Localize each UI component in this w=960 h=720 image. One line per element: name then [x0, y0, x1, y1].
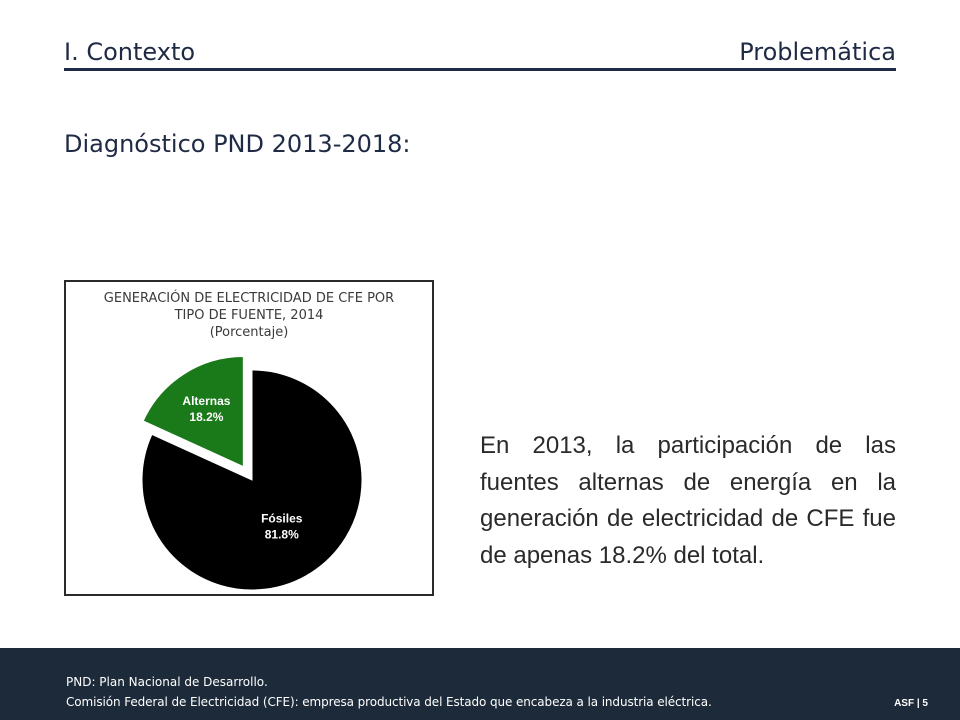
section-title: I. Contexto — [64, 38, 196, 66]
pie-slice-alternas — [142, 356, 244, 468]
body-paragraph: En 2013, la participación de las fuentes… — [480, 432, 896, 569]
pie-label-fósiles: Fósiles — [261, 511, 303, 525]
page-subtitle: Diagnóstico PND 2013-2018: — [64, 130, 411, 158]
footnote-pnd: PND: Plan Nacional de Desarrollo. — [66, 675, 268, 689]
footer-bar: PND: Plan Nacional de Desarrollo. Comisi… — [0, 648, 960, 720]
chart-title-line-2: TIPO DE FUENTE, 2014 — [174, 308, 324, 323]
pie-label-alternas: Alternas — [182, 394, 230, 408]
chart-title-line-3: (Porcentaje) — [209, 325, 289, 340]
pie-slice-fósiles — [141, 369, 363, 591]
topic-title: Problemática — [739, 38, 896, 66]
header-rule — [64, 68, 896, 71]
pie-value-fósiles: 81.8% — [265, 527, 299, 541]
footnote-cfe: Comisión Federal de Electricidad (CFE): … — [66, 695, 712, 709]
page-label: ASF | 5 — [894, 698, 928, 709]
chart-box: GENERACIÓN DE ELECTRICIDAD DE CFE POR TI… — [64, 280, 434, 596]
pie-chart: Fósiles 81.8% Alternas 18.2% — [141, 356, 363, 591]
chart-title-line-1: GENERACIÓN DE ELECTRICIDAD DE CFE POR — [103, 291, 395, 306]
chart-title: GENERACIÓN DE ELECTRICIDAD DE CFE POR TI… — [66, 290, 432, 341]
pie-value-alternas: 18.2% — [189, 410, 223, 424]
